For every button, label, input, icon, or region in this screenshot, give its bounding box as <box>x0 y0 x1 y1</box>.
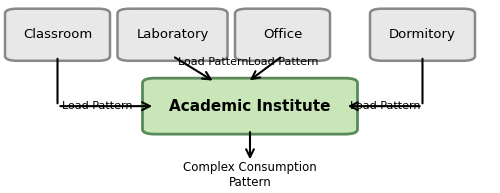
Text: Load Pattern: Load Pattern <box>248 57 318 67</box>
Text: Load Pattern: Load Pattern <box>350 101 420 111</box>
Text: Office: Office <box>263 28 302 41</box>
Text: Complex Consumption
Pattern: Complex Consumption Pattern <box>183 161 317 189</box>
Text: Load Pattern: Load Pattern <box>62 101 133 111</box>
Text: Laboratory: Laboratory <box>136 28 208 41</box>
Text: Academic Institute: Academic Institute <box>169 99 331 114</box>
FancyBboxPatch shape <box>118 9 228 61</box>
FancyBboxPatch shape <box>142 78 358 134</box>
Text: Load Pattern: Load Pattern <box>178 57 248 67</box>
Text: Dormitory: Dormitory <box>389 28 456 41</box>
FancyBboxPatch shape <box>370 9 475 61</box>
FancyBboxPatch shape <box>235 9 330 61</box>
FancyBboxPatch shape <box>5 9 110 61</box>
Text: Classroom: Classroom <box>23 28 92 41</box>
